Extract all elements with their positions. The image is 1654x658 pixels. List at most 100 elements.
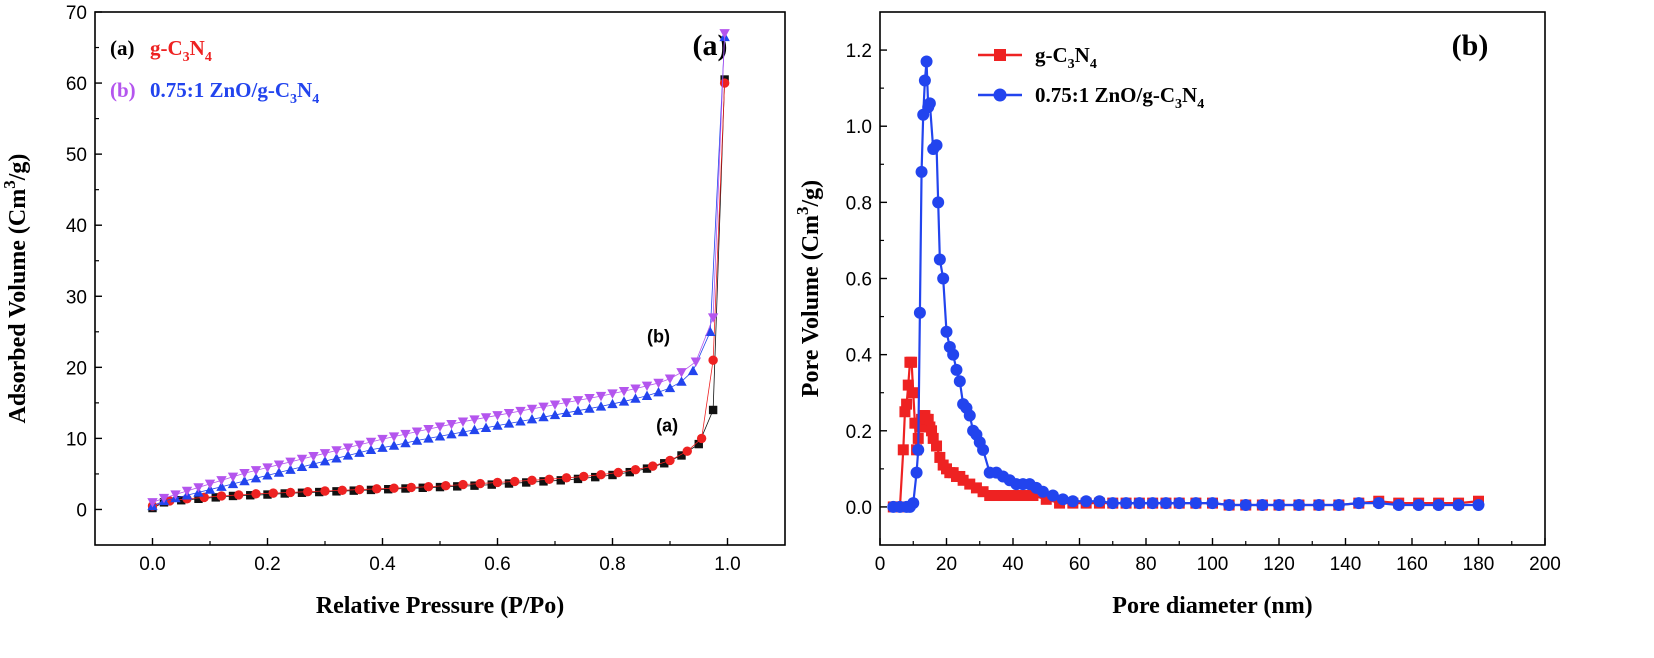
data-point xyxy=(1036,485,1049,498)
data-point xyxy=(418,483,427,492)
data-point xyxy=(690,357,702,367)
x-tick-label: 60 xyxy=(1069,554,1090,575)
data-point xyxy=(705,326,716,336)
data-point xyxy=(964,478,976,490)
data-point xyxy=(263,490,272,499)
data-point xyxy=(608,470,617,480)
data-point xyxy=(458,479,468,490)
data-point xyxy=(470,481,479,490)
data-point xyxy=(950,363,963,376)
data-point xyxy=(453,482,462,491)
data-point xyxy=(708,405,718,415)
data-point xyxy=(365,444,377,454)
series-0 xyxy=(148,75,729,513)
x-tick-label: 80 xyxy=(1135,554,1156,575)
data-point xyxy=(411,435,423,445)
data-point xyxy=(365,437,377,448)
chart-panel-b: 0 20 40 60 80 100 120 140 160 180 200 0.0 0.2 0.4 0.6 0… xyxy=(793,11,1561,619)
data-point xyxy=(441,480,451,491)
data-point xyxy=(1206,497,1219,510)
data-point xyxy=(331,446,342,456)
y-tick-label: 0.8 xyxy=(846,193,872,214)
data-point xyxy=(503,418,515,428)
data-point xyxy=(434,431,446,441)
panel-label: (b) xyxy=(1452,29,1489,62)
data-point xyxy=(158,493,170,504)
data-point xyxy=(630,393,641,403)
data-point xyxy=(591,472,600,482)
data-point xyxy=(227,472,239,482)
data-point xyxy=(676,368,687,378)
data-point xyxy=(193,483,204,493)
data-point xyxy=(1256,499,1269,512)
y-tick-label: 50 xyxy=(66,145,87,166)
data-point xyxy=(446,428,457,439)
data-point xyxy=(446,419,457,430)
data-point xyxy=(618,396,630,406)
data-point xyxy=(526,414,538,424)
data-point xyxy=(984,490,996,502)
series-2 xyxy=(147,31,730,511)
y-tick-label: 60 xyxy=(66,74,87,95)
data-point xyxy=(595,401,607,411)
data-point xyxy=(906,356,918,368)
x-tick-label: 0.4 xyxy=(369,554,396,575)
data-point xyxy=(354,440,365,450)
x-tick-label: 1.0 xyxy=(714,554,740,575)
data-point xyxy=(897,444,909,456)
data-point xyxy=(653,387,664,397)
x-tick-label: 120 xyxy=(1263,554,1295,575)
data-point xyxy=(296,454,308,465)
data-point xyxy=(262,463,273,473)
data-point xyxy=(696,433,707,444)
data-point xyxy=(694,439,703,449)
data-point xyxy=(308,451,319,462)
data-point xyxy=(687,365,699,376)
data-point xyxy=(515,406,526,417)
data-point xyxy=(308,458,319,469)
data-point xyxy=(234,490,244,500)
data-point xyxy=(372,484,382,494)
y-tick-label: 1.0 xyxy=(846,117,872,138)
data-point xyxy=(664,382,676,393)
y-tick-label: 0 xyxy=(76,500,87,521)
data-point xyxy=(1133,497,1146,510)
data-point xyxy=(613,467,623,478)
data-point xyxy=(1452,499,1465,512)
x-axis-label: Relative Pressure (P/Po) xyxy=(316,593,564,619)
data-point xyxy=(1372,497,1385,510)
data-point xyxy=(331,453,342,463)
data-point xyxy=(250,466,262,476)
data-point xyxy=(320,486,330,496)
data-point xyxy=(937,272,950,285)
y-tick-label: 0.6 xyxy=(846,270,872,291)
data-point xyxy=(1332,499,1345,512)
data-point xyxy=(435,482,445,492)
data-point xyxy=(641,390,653,400)
data-point xyxy=(596,469,606,480)
data-point xyxy=(1146,497,1159,510)
data-point xyxy=(246,491,255,500)
y-axis-label: Pore Volume (Cm3/g) xyxy=(793,180,824,397)
data-point xyxy=(262,470,273,480)
legend-prefix: (a) xyxy=(110,36,135,60)
data-point xyxy=(977,486,989,498)
data-point xyxy=(977,443,990,456)
data-point xyxy=(457,417,469,427)
data-point xyxy=(204,479,216,490)
data-point xyxy=(216,476,227,486)
y-tick-label: 70 xyxy=(66,3,87,24)
x-tick-label: 0 xyxy=(875,554,886,575)
data-point xyxy=(342,450,354,460)
data-point xyxy=(664,374,676,384)
data-point xyxy=(177,496,186,505)
data-point xyxy=(457,426,469,437)
data-point xyxy=(400,429,411,440)
data-point xyxy=(349,486,358,495)
data-point xyxy=(618,386,630,397)
curve-annotation: (a) xyxy=(656,415,678,435)
data-point xyxy=(315,487,324,497)
data-point xyxy=(653,378,664,389)
data-point xyxy=(1432,499,1445,512)
